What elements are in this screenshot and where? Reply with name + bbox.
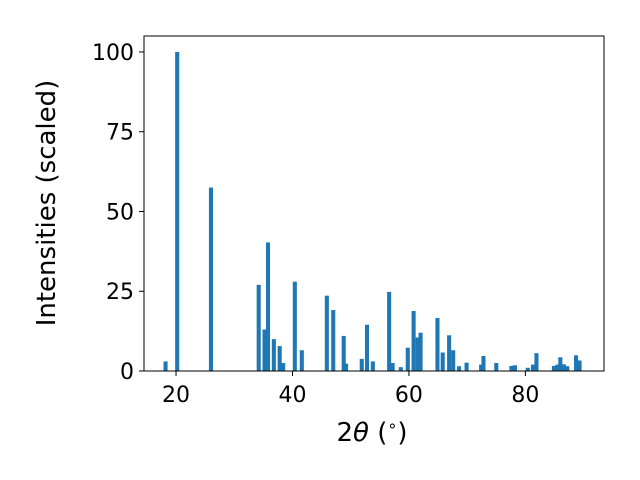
bar [561,364,566,371]
bar [551,365,556,371]
bar [344,363,349,371]
bar [565,366,570,371]
y-tick-label: 25 [106,280,134,305]
bar [525,367,530,371]
plot-area-frame [143,35,605,372]
bar [292,281,297,371]
bar [271,339,276,371]
x-tick-label: 20 [162,383,190,408]
bar [324,295,329,371]
bar [299,350,304,371]
bar [530,364,535,371]
bar [555,364,560,371]
bar [341,335,346,371]
bar [277,346,282,371]
bar-series [163,51,582,371]
bar [398,367,403,371]
bar [387,291,392,371]
bar [370,361,375,371]
bar [265,242,271,371]
bar [574,355,579,371]
x-axis-label-part: ) [397,418,407,448]
bar [456,366,462,371]
bar [415,337,420,371]
bar [435,318,440,371]
y-tick-label: 50 [106,200,134,225]
bar [364,324,370,371]
bar [331,310,336,371]
y-tick-label: 75 [106,121,134,146]
bar [451,350,456,371]
x-tick-label: 80 [511,383,539,408]
bar [479,364,484,371]
y-axis-ticks: 0 25 50 75 100 [92,41,144,385]
x-tick-label: 40 [278,383,306,408]
x-axis-label: 2θ (∘) [336,416,407,448]
bar [481,356,486,371]
bar [509,365,514,371]
x-axis-label-part: ( [369,418,387,448]
y-axis-label: Intensities (scaled) [32,80,62,327]
x-axis-ticks: 20 40 60 80 [162,371,539,408]
bar [405,347,410,371]
bar [464,362,469,371]
bar [175,51,180,371]
bar [163,361,168,371]
bar [512,365,517,371]
bar [411,311,416,371]
bar [418,332,423,371]
bar [447,335,452,371]
x-axis-label-part: 2 [336,418,353,448]
bar [262,329,267,371]
bar [440,352,445,371]
y-tick-label: 100 [92,41,134,66]
y-tick-label: 0 [120,360,134,385]
bar [281,363,286,371]
x-tick-label: 60 [395,383,423,408]
bar [577,360,582,371]
bar [558,357,563,371]
bar [534,353,539,371]
bar [390,363,395,371]
bar [359,358,364,371]
x-axis-label-theta: θ [353,418,369,448]
bar [256,284,261,371]
bar [494,363,499,371]
x-axis-label-degree: ∘ [387,416,397,435]
bar [208,187,213,371]
